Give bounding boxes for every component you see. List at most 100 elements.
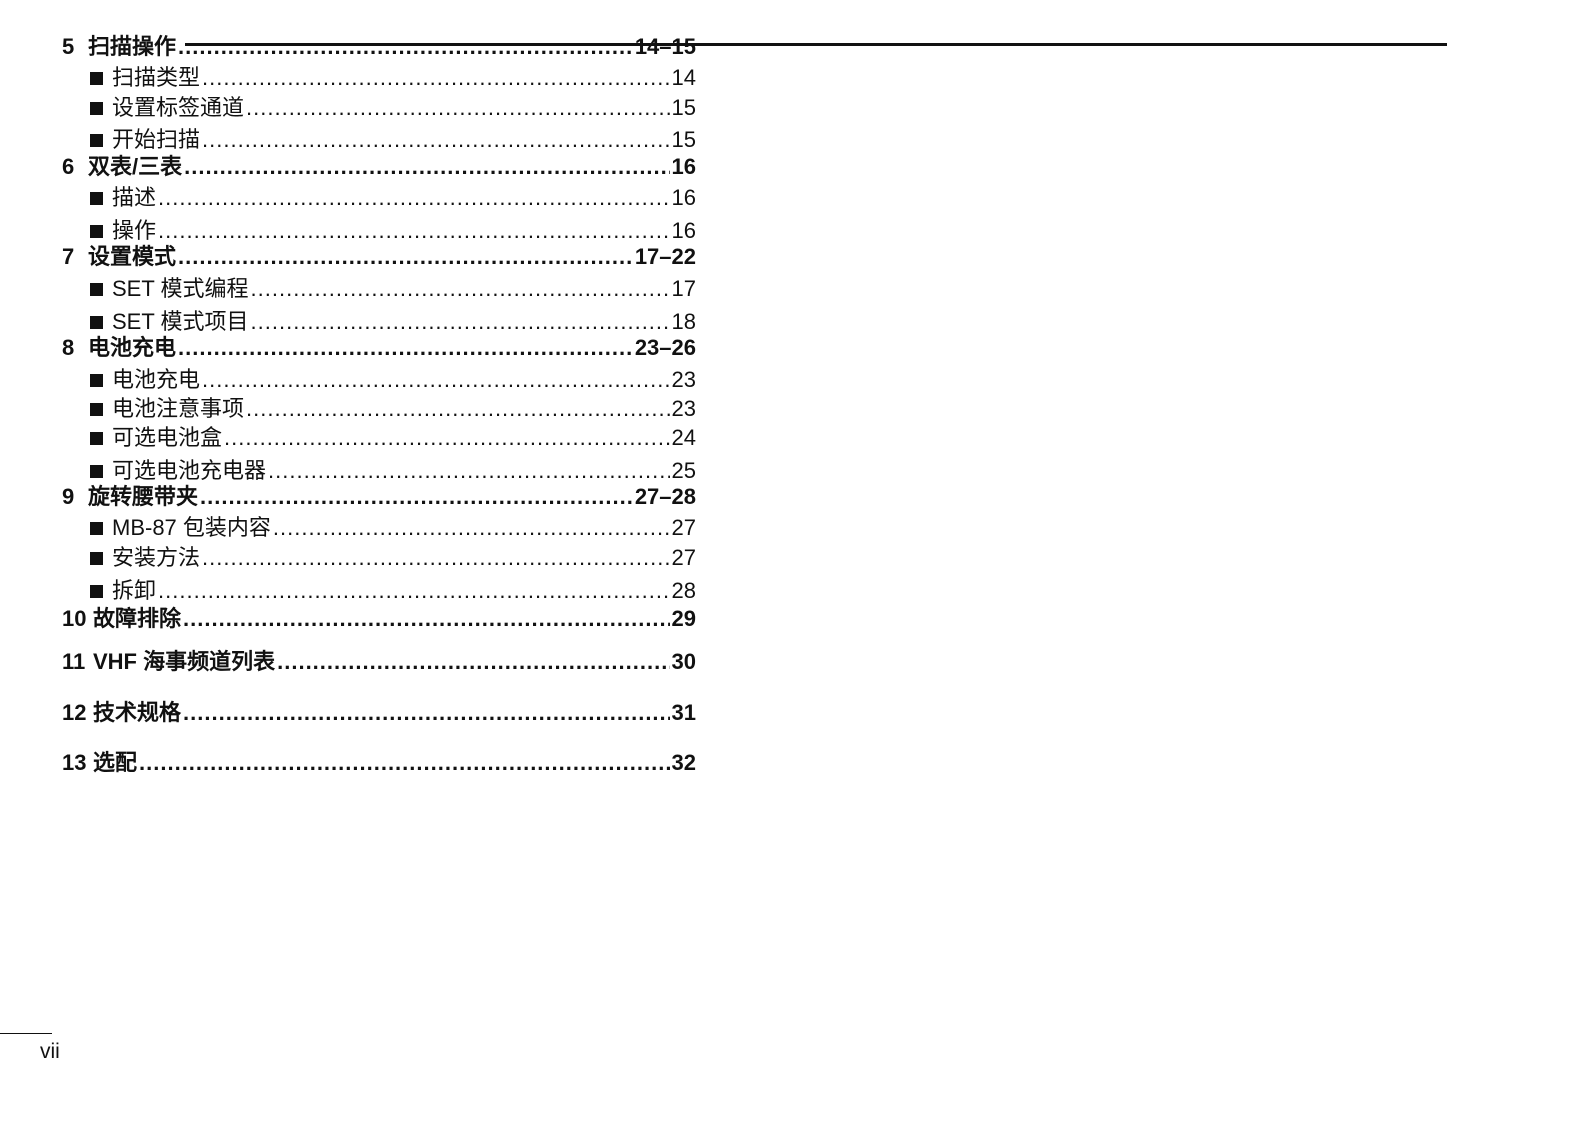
dot-leader bbox=[246, 395, 670, 423]
toc-page: 16 bbox=[671, 185, 696, 210]
toc-title: SET 模式编程 bbox=[112, 276, 249, 301]
toc-page: 18 bbox=[671, 309, 696, 334]
chapter-number: 9 bbox=[62, 484, 75, 509]
toc-page: 17–22 bbox=[634, 244, 696, 269]
toc-title: 描述 bbox=[112, 185, 157, 210]
chapter-number: 8 bbox=[62, 335, 75, 360]
toc-section[interactable]: 扫描类型 14 bbox=[90, 64, 696, 92]
toc-title: 安装方法 bbox=[112, 545, 201, 570]
square-bullet-icon bbox=[90, 225, 103, 238]
chapter-number: 11 bbox=[62, 649, 86, 674]
chapter-number: 5 bbox=[62, 34, 75, 59]
toc-title: 选配 bbox=[93, 750, 138, 775]
dot-leader bbox=[178, 33, 633, 61]
toc-page: 14–15 bbox=[634, 34, 696, 59]
toc-title: 拆卸 bbox=[112, 578, 157, 603]
toc-title: 开始扫描 bbox=[112, 127, 201, 152]
toc-section[interactable]: 可选电池盒 24 bbox=[90, 424, 696, 452]
toc-title: MB-87 包装内容 bbox=[112, 515, 271, 540]
toc-page: 27 bbox=[671, 545, 696, 570]
toc-page: 15 bbox=[671, 95, 696, 120]
toc-section[interactable]: 安装方法 27 bbox=[90, 544, 696, 572]
dot-leader bbox=[202, 366, 670, 394]
toc-page: 24 bbox=[671, 425, 696, 450]
toc-page: 32 bbox=[671, 750, 696, 775]
toc-section[interactable]: 描述 16 bbox=[90, 184, 696, 212]
dot-leader bbox=[139, 749, 670, 777]
toc-page: 23 bbox=[671, 396, 696, 421]
square-bullet-icon bbox=[90, 72, 103, 85]
dot-leader bbox=[200, 483, 633, 511]
dot-leader bbox=[158, 577, 670, 605]
toc-chapter[interactable]: 9 旋转腰带夹 27–28 bbox=[62, 483, 696, 511]
toc-title: 旋转腰带夹 bbox=[88, 484, 199, 509]
square-bullet-icon bbox=[90, 552, 103, 565]
toc-page: 30 bbox=[671, 649, 696, 674]
footer-rule bbox=[0, 1033, 52, 1034]
toc-page: 31 bbox=[671, 700, 696, 725]
toc-section[interactable]: 拆卸 28 bbox=[90, 577, 696, 605]
toc-title: 可选电池充电器 bbox=[112, 458, 267, 483]
toc-title: 扫描操作 bbox=[88, 34, 177, 59]
dot-leader bbox=[251, 308, 670, 336]
square-bullet-icon bbox=[90, 432, 103, 445]
dot-leader bbox=[158, 217, 670, 245]
toc-chapter[interactable]: 6 双表/三表 16 bbox=[62, 153, 696, 181]
toc-chapter[interactable]: 8 电池充电 23–26 bbox=[62, 334, 696, 362]
toc-chapter[interactable]: 5 扫描操作 14–15 bbox=[62, 33, 696, 61]
dot-leader bbox=[158, 184, 670, 212]
toc-page: 27–28 bbox=[634, 484, 696, 509]
dot-leader bbox=[277, 648, 669, 676]
dot-leader bbox=[224, 424, 670, 452]
chapter-number: 12 bbox=[62, 700, 87, 725]
chapter-number: 13 bbox=[62, 750, 87, 775]
toc-page: 25 bbox=[671, 458, 696, 483]
chapter-number: 7 bbox=[62, 244, 75, 269]
toc-section[interactable]: SET 模式编程 17 bbox=[90, 275, 696, 303]
header-rule bbox=[185, 43, 1447, 46]
toc-section[interactable]: SET 模式项目 18 bbox=[90, 308, 696, 336]
toc-section[interactable]: 电池充电 23 bbox=[90, 366, 696, 394]
dot-leader bbox=[246, 94, 670, 122]
toc-page: 17 bbox=[671, 276, 696, 301]
toc-section[interactable]: MB-87 包装内容 27 bbox=[90, 514, 696, 542]
toc-page: 29 bbox=[671, 606, 696, 631]
square-bullet-icon bbox=[90, 283, 103, 296]
dot-leader bbox=[273, 514, 670, 542]
page-number: vii bbox=[40, 1040, 60, 1063]
toc-title: 设置标签通道 bbox=[112, 95, 245, 120]
square-bullet-icon bbox=[90, 102, 103, 115]
toc-title: 扫描类型 bbox=[112, 65, 201, 90]
toc-page: 23–26 bbox=[634, 335, 696, 360]
toc-page: 16 bbox=[671, 154, 696, 179]
toc-title: SET 模式项目 bbox=[112, 309, 249, 334]
toc-section[interactable]: 可选电池充电器 25 bbox=[90, 457, 696, 485]
dot-leader bbox=[202, 64, 670, 92]
toc-title: 电池充电 bbox=[88, 335, 177, 360]
dot-leader bbox=[202, 544, 670, 572]
toc-title: 设置模式 bbox=[88, 244, 177, 269]
toc-title: 故障排除 bbox=[93, 606, 182, 631]
square-bullet-icon bbox=[90, 374, 103, 387]
square-bullet-icon bbox=[90, 316, 103, 329]
toc-section[interactable]: 电池注意事项 23 bbox=[90, 395, 696, 423]
toc-title: 操作 bbox=[112, 218, 157, 243]
square-bullet-icon bbox=[90, 585, 103, 598]
toc-title: VHF 海事频道列表 bbox=[93, 649, 276, 674]
chapter-number: 6 bbox=[62, 154, 75, 179]
toc-chapter[interactable]: 7 设置模式 17–22 bbox=[62, 243, 696, 271]
dot-leader bbox=[268, 457, 670, 485]
toc-title: 可选电池盒 bbox=[112, 425, 223, 450]
toc-page: 15 bbox=[671, 127, 696, 152]
dot-leader bbox=[178, 334, 633, 362]
toc-page: 14 bbox=[671, 65, 696, 90]
toc-section[interactable]: 开始扫描 15 bbox=[90, 126, 696, 154]
toc-title: 技术规格 bbox=[93, 700, 182, 725]
toc-section[interactable]: 设置标签通道 15 bbox=[90, 94, 696, 122]
toc-page: 28 bbox=[671, 578, 696, 603]
toc-chapter[interactable]: 11 VHF 海事频道列表 30 bbox=[62, 648, 696, 676]
toc-section[interactable]: 操作 16 bbox=[90, 217, 696, 245]
